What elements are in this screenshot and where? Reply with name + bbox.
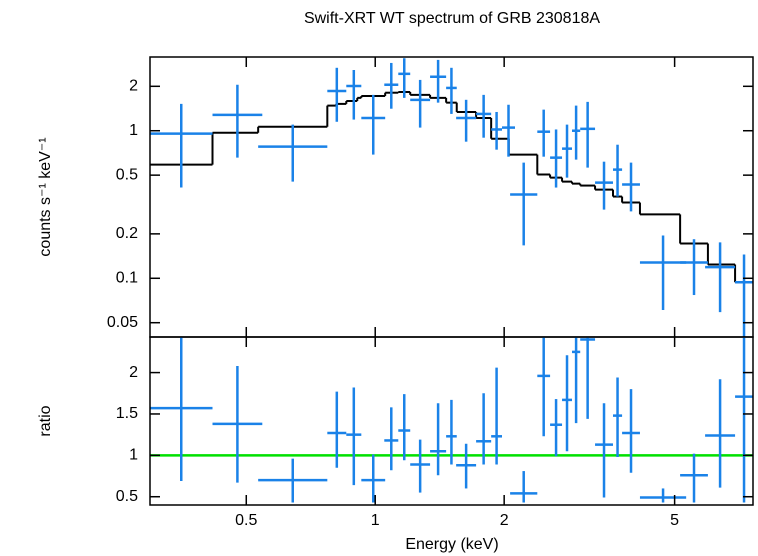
x-axis-label: Energy (keV) [405,536,498,553]
x-tick-label: 1 [371,512,380,529]
y-tick-label: 0.5 [116,488,138,505]
chart-title: Swift-XRT WT spectrum of GRB 230818A [304,10,600,27]
y-tick-label: 2 [129,78,138,95]
y-tick-label: 0.1 [116,270,138,287]
plot-frame [149,336,754,506]
y-tick-label: 0.05 [107,314,138,331]
plot-area [150,337,753,503]
axes: 0.5 1 2 5 0.5 1 1.5 2 [116,336,754,529]
x-tick-label: 5 [670,512,679,529]
y-tick-label: 2 [129,364,138,381]
y-tick-label: 1 [129,122,138,139]
y-tick-label: 0.2 [116,225,138,242]
y-tick-label: 1.5 [116,405,138,422]
x-tick-label: 2 [500,512,509,529]
x-tick-label: 0.5 [235,512,257,529]
axes: 0.05 0.1 0.2 0.5 1 2 [107,56,754,338]
y-axis-label: counts s⁻¹ keV⁻¹ [37,137,54,256]
y-tick-label: 0.5 [116,166,138,183]
plot-area [150,58,753,337]
y-tick-label: 1 [129,447,138,464]
y-axis-label: ratio [37,405,54,436]
